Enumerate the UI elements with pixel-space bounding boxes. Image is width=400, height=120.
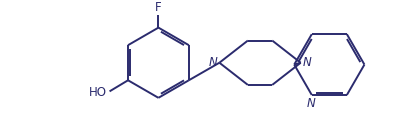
Text: N: N <box>306 97 315 110</box>
Text: N: N <box>302 56 311 69</box>
Text: HO: HO <box>89 86 107 99</box>
Text: N: N <box>209 56 218 69</box>
Text: F: F <box>155 1 162 14</box>
